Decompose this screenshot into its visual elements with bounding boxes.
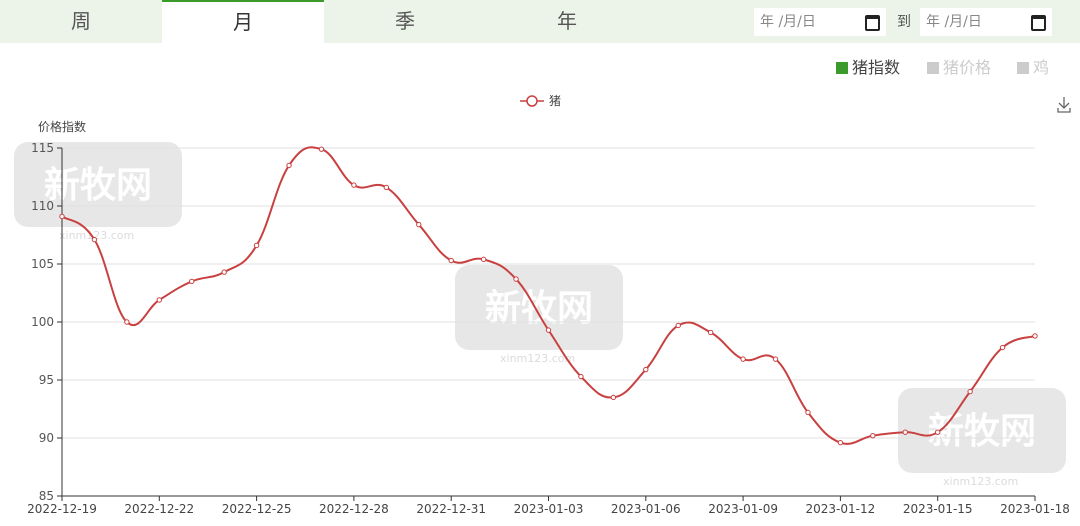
- data-point: [383, 184, 390, 191]
- tab-2[interactable]: 季: [395, 9, 415, 33]
- data-point: [935, 429, 941, 435]
- legend-swatch: [1017, 62, 1029, 74]
- data-point: [480, 256, 487, 263]
- data-point: [124, 319, 130, 325]
- y-tick-label: 95: [39, 373, 54, 387]
- x-tick-label: 2023-01-15: [903, 502, 973, 516]
- series-legend-marker: [526, 95, 538, 107]
- data-point: [448, 257, 454, 264]
- watermark-badge: [898, 388, 1066, 473]
- x-tick-label: 2023-01-06: [611, 502, 681, 516]
- data-point: [643, 366, 649, 373]
- data-point: [578, 373, 584, 380]
- data-point: [253, 242, 260, 249]
- data-point: [610, 394, 617, 401]
- data-point: [740, 356, 746, 362]
- watermark-badge: [455, 265, 623, 350]
- data-point: [902, 429, 908, 435]
- series-legend-label: 猪: [549, 94, 561, 108]
- data-point: [675, 322, 681, 329]
- x-tick-label: 2022-12-28: [319, 502, 389, 516]
- y-tick-label: 115: [31, 141, 54, 155]
- data-point: [545, 327, 552, 333]
- calendar-icon[interactable]: [865, 15, 880, 31]
- legend-swatch: [836, 62, 848, 74]
- data-point: [416, 221, 422, 228]
- download-icon-path: [1057, 97, 1071, 113]
- legend-label: 鸡: [1033, 58, 1050, 77]
- x-tick-label: 2022-12-25: [222, 502, 292, 516]
- y-tick-label: 105: [31, 257, 54, 271]
- data-point: [351, 182, 357, 188]
- data-point: [870, 432, 876, 439]
- y-tick-label: 110: [31, 199, 54, 213]
- data-point: [772, 356, 779, 362]
- date-separator: 到: [897, 14, 911, 30]
- category-legend-item[interactable]: 猪指数: [836, 58, 900, 78]
- data-point: [513, 276, 519, 282]
- watermark: 新牧网 xinm123.com: [898, 388, 1066, 488]
- y-tick-label: 100: [31, 315, 54, 329]
- data-point: [286, 162, 292, 169]
- x-tick-label: 2023-01-12: [806, 502, 876, 516]
- watermark-url: xinm123.com: [59, 229, 134, 242]
- x-tick-label: 2023-01-03: [514, 502, 584, 516]
- end-date-placeholder: 年 /月/日: [926, 14, 982, 30]
- x-tick-label: 2023-01-09: [708, 502, 778, 516]
- y-axis-label: 价格指数: [38, 119, 86, 134]
- data-point: [837, 439, 844, 446]
- download-icon[interactable]: [1057, 97, 1071, 113]
- x-tick-label: 2023-01-18: [1000, 502, 1070, 516]
- start-date-placeholder: 年 /月/日: [760, 14, 816, 30]
- category-legend-item[interactable]: 鸡: [1017, 58, 1049, 78]
- data-point: [156, 297, 163, 303]
- legend-label: 猪价格: [943, 58, 992, 77]
- data-point: [999, 344, 1006, 351]
- legend-label: 猪指数: [852, 58, 901, 77]
- x-tick-label: 2022-12-31: [416, 502, 486, 516]
- data-point: [805, 409, 811, 416]
- data-point: [967, 388, 973, 395]
- data-point: [189, 278, 195, 285]
- data-point: [1032, 333, 1038, 339]
- data-point: [59, 213, 65, 220]
- watermark-url: xinm123.com: [500, 352, 575, 365]
- watermark-logo: 新牧网: [928, 411, 1036, 452]
- tab-0[interactable]: 周: [71, 9, 91, 33]
- watermark: 新牧网 xinm123.com: [14, 142, 182, 242]
- watermark-logo: 新牧网: [44, 165, 152, 206]
- data-point: [707, 329, 714, 336]
- tab-1[interactable]: 月: [162, 0, 324, 43]
- y-tick-label: 85: [39, 489, 54, 503]
- end-date-input[interactable]: 年 /月/日: [920, 8, 1052, 36]
- data-point: [221, 269, 227, 275]
- data-point: [91, 236, 98, 243]
- calendar-icon[interactable]: [1031, 15, 1046, 31]
- tab-3[interactable]: 年: [557, 9, 577, 33]
- watermark-logo: 新牧网: [485, 288, 593, 329]
- x-tick-label: 2022-12-19: [27, 502, 97, 516]
- category-legend-item[interactable]: 猪价格: [927, 58, 991, 78]
- watermark-url: xinm123.com: [943, 475, 1018, 488]
- data-point: [318, 146, 325, 152]
- x-tick-label: 2022-12-22: [124, 502, 194, 516]
- y-tick-label: 90: [39, 431, 54, 445]
- legend-swatch: [927, 62, 939, 74]
- start-date-input[interactable]: 年 /月/日: [754, 8, 886, 36]
